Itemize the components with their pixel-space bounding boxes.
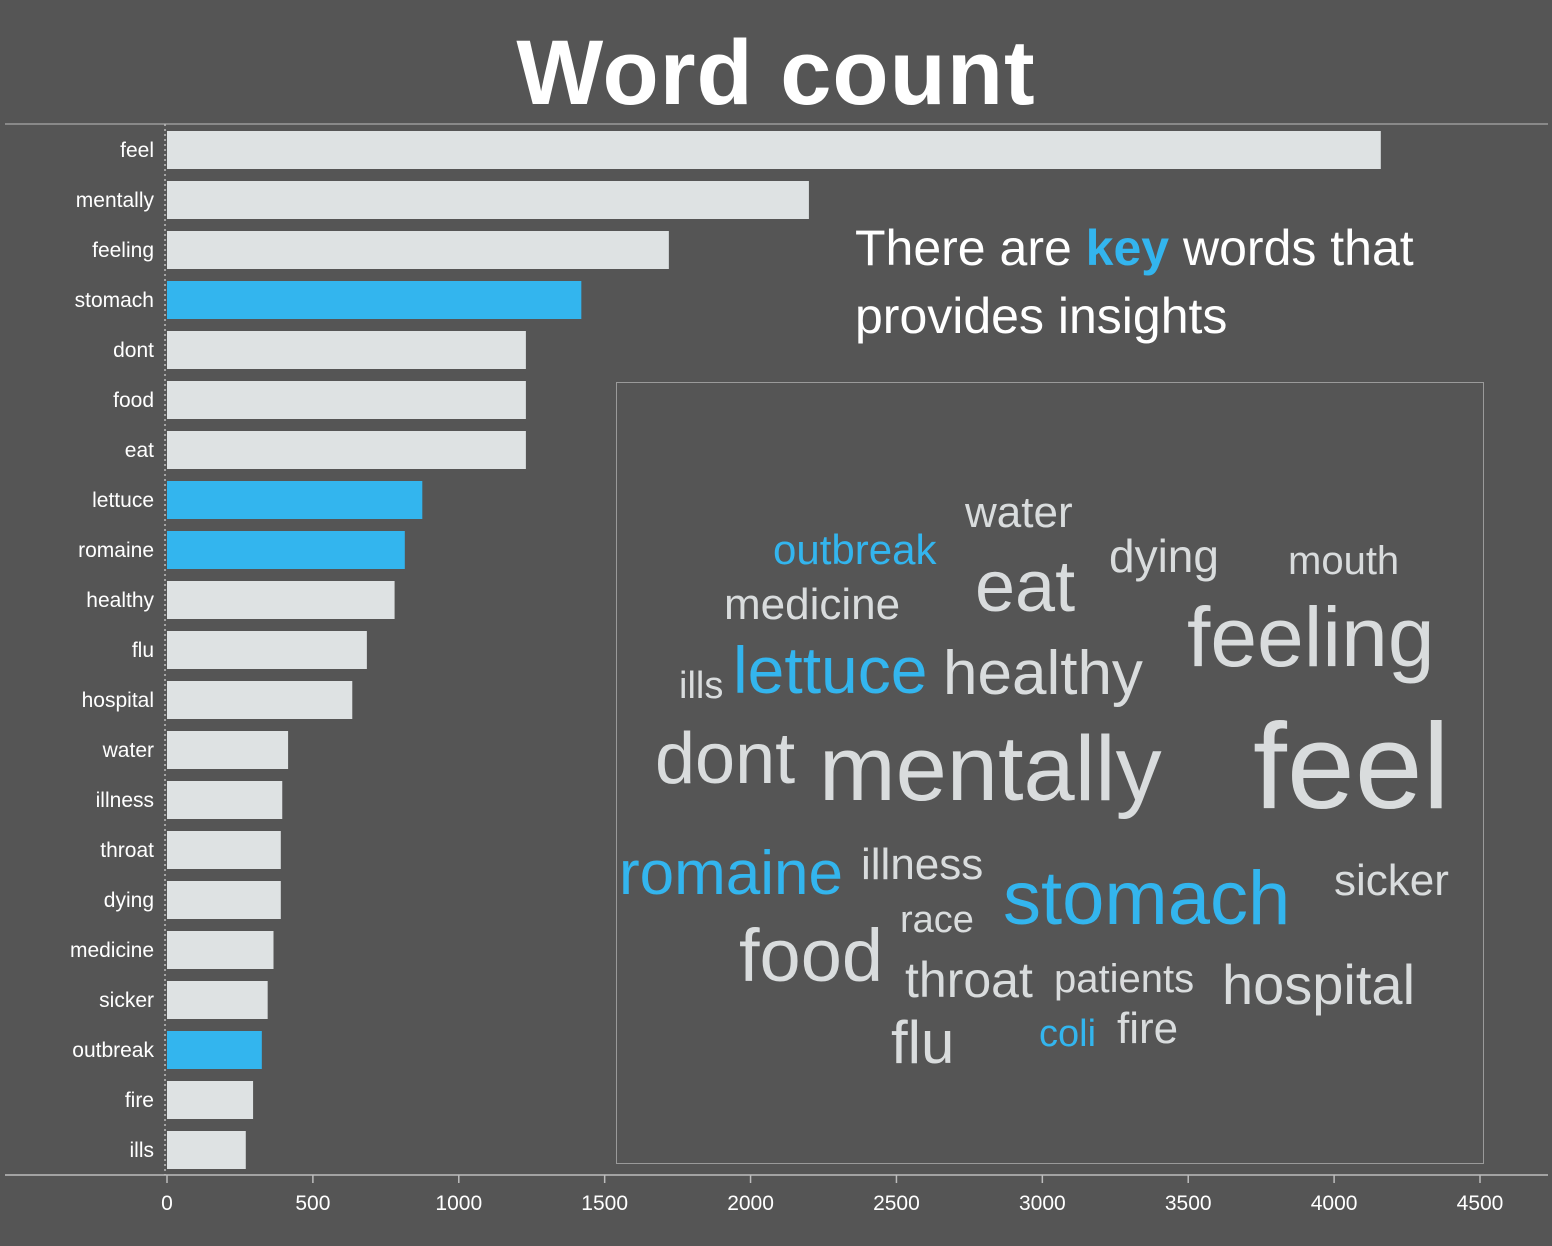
cloud-word-lettuce: lettuce	[733, 633, 928, 707]
cloud-word-dying: dying	[1109, 530, 1219, 582]
insight-text-before: There are	[855, 220, 1086, 276]
cloud-word-flu: flu	[891, 1009, 955, 1076]
cloud-word-stomach: stomach	[1003, 856, 1291, 941]
cloud-word-feeling: feeling	[1187, 590, 1435, 684]
cloud-word-medicine: medicine	[724, 580, 901, 629]
cloud-word-race: race	[900, 899, 974, 941]
category-label-hospital: hospital	[82, 689, 154, 712]
cloud-word-ills: ills	[679, 665, 724, 707]
bar-outbreak	[167, 1031, 262, 1069]
bar-hospital	[167, 681, 353, 719]
bar-ills	[167, 1131, 246, 1169]
bar-illness	[167, 781, 283, 819]
cloud-word-romaine: romaine	[619, 839, 843, 908]
cloud-word-patients: patients	[1054, 957, 1195, 1001]
cloud-word-water: water	[965, 488, 1073, 537]
bar-stomach	[167, 281, 582, 319]
category-label-lettuce: lettuce	[92, 489, 154, 512]
category-label-ills: ills	[130, 1139, 155, 1162]
cloud-word-food: food	[739, 914, 884, 997]
cloud-word-dont: dont	[655, 719, 796, 799]
bar-romaine	[167, 531, 405, 569]
bar-feeling	[167, 231, 669, 269]
insight-key-word: key	[1085, 220, 1170, 276]
cloud-word-hospital: hospital	[1222, 953, 1416, 1016]
cloud-word-coli: coli	[1039, 1013, 1097, 1055]
x-tick-label-500: 500	[295, 1192, 330, 1215]
category-label-flu: flu	[132, 639, 154, 662]
category-label-outbreak: outbreak	[72, 1039, 154, 1062]
x-tick-label-2500: 2500	[873, 1192, 920, 1215]
category-label-dont: dont	[113, 339, 154, 362]
category-label-throat: throat	[100, 839, 154, 862]
category-label-sicker: sicker	[99, 989, 154, 1012]
category-label-eat: eat	[125, 439, 154, 462]
cloud-word-outbreak: outbreak	[773, 526, 937, 573]
category-label-healthy: healthy	[86, 589, 154, 612]
x-tick-label-3000: 3000	[1019, 1192, 1066, 1215]
bar-fire	[167, 1081, 254, 1119]
category-label-stomach: stomach	[75, 289, 154, 312]
bar-water	[167, 731, 289, 769]
bar-mentally	[167, 181, 809, 219]
x-tick-label-1500: 1500	[581, 1192, 628, 1215]
cloud-word-feel: feel	[1253, 698, 1450, 834]
bar-dont	[167, 331, 526, 369]
category-label-water: water	[102, 739, 154, 762]
x-tick-label-2000: 2000	[727, 1192, 774, 1215]
bar-flu	[167, 631, 367, 669]
x-tick-label-4500: 4500	[1457, 1192, 1504, 1215]
category-label-illness: illness	[96, 789, 154, 812]
bar-lettuce	[167, 481, 423, 519]
bar-eat	[167, 431, 526, 469]
bar-dying	[167, 881, 281, 919]
bar-sicker	[167, 981, 268, 1019]
category-label-food: food	[113, 389, 154, 412]
x-tick-label-0: 0	[161, 1192, 173, 1215]
bar-healthy	[167, 581, 395, 619]
category-label-mentally: mentally	[76, 189, 155, 212]
category-label-feel: feel	[120, 139, 154, 162]
cloud-word-mentally: mentally	[819, 718, 1162, 820]
bar-feel	[167, 131, 1381, 169]
chart-title: Word count	[516, 22, 1036, 124]
cloud-word-sicker: sicker	[1334, 856, 1449, 905]
bar-throat	[167, 831, 281, 869]
x-tick-label-4000: 4000	[1311, 1192, 1358, 1215]
cloud-word-mouth: mouth	[1288, 539, 1400, 583]
cloud-word-illness: illness	[861, 840, 984, 889]
cloud-word-throat: throat	[905, 952, 1033, 1008]
x-tick-label-3500: 3500	[1165, 1192, 1212, 1215]
bar-medicine	[167, 931, 274, 969]
category-label-dying: dying	[104, 889, 154, 912]
category-label-feeling: feeling	[92, 239, 154, 262]
cloud-word-healthy: healthy	[943, 639, 1143, 708]
category-label-medicine: medicine	[70, 939, 154, 962]
bar-food	[167, 381, 526, 419]
category-label-fire: fire	[125, 1089, 154, 1112]
insight-annotation: There are key words that provides insigh…	[855, 214, 1535, 350]
cloud-word-fire: fire	[1117, 1004, 1179, 1053]
cloud-word-eat: eat	[975, 547, 1076, 627]
x-tick-label-1000: 1000	[435, 1192, 482, 1215]
word-cloud: water outbreak dying mouth eat medicine feelin…	[616, 382, 1484, 1164]
insight-text-after: words that provides insights	[855, 220, 1414, 344]
category-label-romaine: romaine	[78, 539, 154, 562]
